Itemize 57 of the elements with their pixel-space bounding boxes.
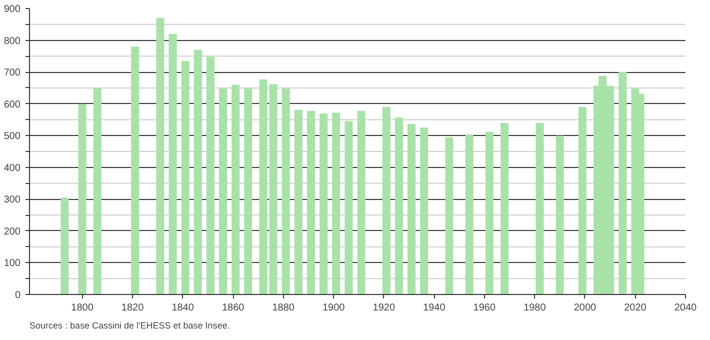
x-tick-label: 1880 [272, 302, 295, 314]
y-tick-label: 500 [4, 131, 21, 142]
x-tick-label: 1920 [372, 302, 396, 314]
bar [357, 110, 366, 294]
bar [500, 122, 509, 294]
bar [344, 121, 353, 294]
source-note: Sources : base Cassini de l'EHESS et base Insee. [30, 320, 230, 330]
x-tick-label: 1860 [222, 302, 245, 314]
bar [244, 88, 252, 294]
y-tick-label: 300 [4, 194, 21, 206]
x-tick-label: 2000 [574, 302, 597, 314]
x-tick-label: 2040 [674, 302, 698, 314]
bar [269, 84, 278, 294]
x-tick-label: 1800 [71, 302, 94, 314]
bar [219, 88, 228, 294]
bar [408, 124, 416, 294]
x-tick-label: 1940 [423, 302, 446, 314]
bar [294, 110, 302, 294]
x-tick-label: 2020 [624, 302, 647, 314]
bar [306, 110, 316, 294]
x-tick-label: 1840 [172, 302, 194, 314]
bar [232, 84, 240, 294]
x-tick-label: 1960 [473, 302, 496, 314]
bar [332, 112, 340, 294]
bar [93, 88, 102, 294]
bar [578, 107, 586, 294]
y-tick-label: 900 [4, 4, 21, 15]
bar [259, 79, 268, 294]
y-tick-label: 600 [4, 99, 21, 110]
bar [394, 118, 403, 294]
bar [156, 18, 164, 294]
y-tick-label: 200 [4, 226, 21, 238]
x-tick-label: 1820 [121, 302, 144, 314]
bar [420, 128, 428, 294]
y-tick-label: 700 [4, 68, 21, 79]
bar [181, 60, 190, 294]
bar [465, 134, 474, 294]
bar [320, 114, 328, 294]
y-tick-label: 0 [14, 290, 21, 301]
bar [78, 104, 86, 294]
bar [485, 132, 494, 294]
bar [382, 107, 390, 294]
x-tick-label: 1980 [524, 302, 546, 314]
bar [536, 122, 544, 294]
x-tick-label: 1900 [322, 302, 346, 314]
bar [556, 136, 564, 294]
bar [445, 137, 454, 294]
bar [60, 198, 69, 294]
bar [194, 50, 202, 294]
y-tick-label: 400 [4, 162, 21, 174]
bar [206, 56, 214, 294]
bar [168, 34, 177, 294]
bar [131, 46, 140, 294]
bar [282, 88, 290, 294]
bar [618, 72, 627, 294]
y-tick-label: 100 [4, 258, 21, 270]
y-tick-label: 800 [4, 36, 21, 47]
